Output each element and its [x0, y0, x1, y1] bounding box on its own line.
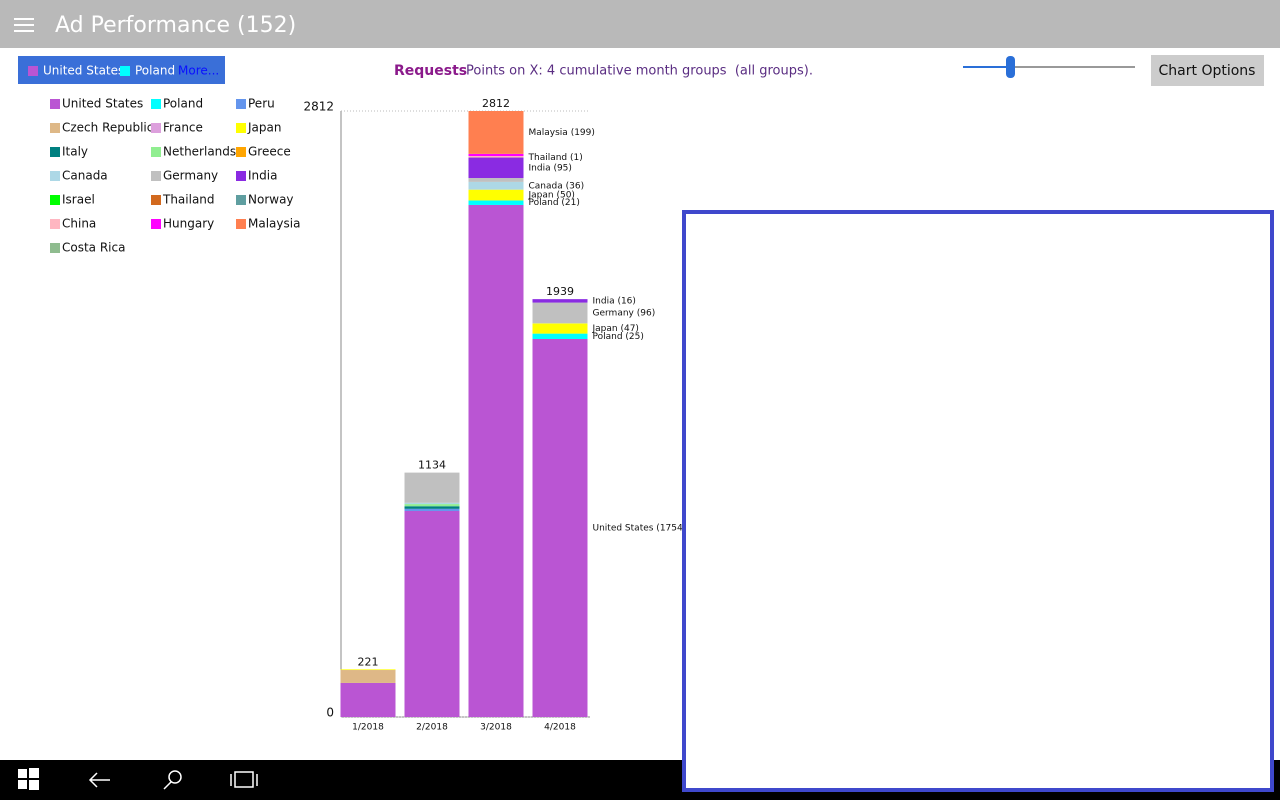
bar-segment	[405, 506, 460, 509]
legend-swatch	[151, 99, 161, 109]
app-title: Ad Performance (152)	[55, 13, 296, 38]
bar-segment	[469, 178, 524, 182]
legend-label: Thailand	[162, 193, 215, 207]
bar-segment	[533, 299, 588, 302]
bar-segment	[469, 182, 524, 190]
legend-swatch	[151, 171, 161, 181]
x-tick-label: 2/2018	[416, 723, 448, 733]
legend-label: India	[248, 169, 277, 183]
bar-segment	[533, 323, 588, 333]
legend-label: Greece	[248, 145, 291, 159]
chart-panel	[684, 212, 1272, 790]
legend-label: Norway	[248, 193, 294, 207]
chip-label: Poland	[135, 64, 175, 78]
x-tick-label: 1/2018	[352, 723, 384, 733]
total-label: 1134	[418, 459, 446, 472]
legend-swatch	[50, 243, 60, 253]
chip-swatch	[28, 66, 38, 76]
segment-label: India (95)	[529, 163, 572, 173]
bar-segment	[405, 503, 460, 504]
measure-label: Requests	[394, 63, 467, 79]
legend-label: Israel	[62, 193, 95, 207]
description: Points on X: 4 cumulative month groups (…	[466, 64, 813, 79]
more-link[interactable]: More...	[178, 64, 219, 78]
legend-swatch	[236, 219, 246, 229]
slider-thumb[interactable]	[1006, 56, 1015, 78]
segment-label: Japan (50)	[528, 191, 575, 201]
bar-segment	[469, 205, 524, 717]
legend-label: Czech Republic	[62, 121, 153, 135]
segment-label: Canada (36)	[529, 181, 585, 191]
legend-label: Costa Rica	[62, 241, 125, 255]
legend-swatch	[151, 219, 161, 229]
bar-segment	[341, 670, 396, 683]
bar-segment	[341, 683, 396, 717]
bar-segment	[469, 200, 524, 205]
chart-options-label: Chart Options	[1159, 63, 1256, 79]
legend-swatch	[236, 147, 246, 157]
bar-segment	[533, 334, 588, 339]
legend-swatch	[236, 195, 246, 205]
legend-label: France	[163, 121, 203, 135]
y-tick-label: 0	[326, 706, 334, 720]
bar-segment	[469, 190, 524, 201]
chip-label: United States	[43, 64, 124, 78]
bar-segment	[405, 473, 460, 503]
segment-label: Germany (96)	[593, 308, 656, 318]
legend-label: Peru	[248, 97, 275, 111]
legend-swatch	[50, 219, 60, 229]
segment-label: United States (1754)	[593, 524, 687, 534]
segment-label: Thailand (1)	[528, 153, 583, 163]
x-tick-label: 3/2018	[480, 723, 512, 733]
bar-segment	[533, 303, 588, 324]
legend-label: United States	[62, 97, 143, 111]
legend-swatch	[50, 123, 60, 133]
bar-segment	[469, 111, 524, 154]
legend-swatch	[151, 123, 161, 133]
bar-segment	[533, 339, 588, 717]
bar-segment	[469, 154, 524, 156]
legend-label: Japan	[247, 121, 281, 135]
x-tick-label: 4/2018	[544, 723, 576, 733]
legend-label: Germany	[163, 169, 218, 183]
bar-segment	[341, 669, 396, 670]
legend-swatch	[151, 147, 161, 157]
segment-label: Japan (47)	[592, 324, 639, 334]
legend-label: Canada	[62, 169, 108, 183]
chip-swatch	[120, 66, 130, 76]
total-label: 2812	[482, 97, 510, 110]
total-label: 221	[358, 655, 379, 668]
total-label: 1939	[546, 285, 574, 298]
legend-swatch	[50, 147, 60, 157]
legend-swatch	[236, 99, 246, 109]
legend-swatch	[50, 195, 60, 205]
legend-label: Hungary	[163, 217, 214, 231]
bar-segment	[405, 509, 460, 511]
y-tick-label: 2812	[303, 100, 334, 114]
bar-segment	[405, 511, 460, 717]
legend-swatch	[151, 195, 161, 205]
legend-swatch	[236, 123, 246, 133]
legend-swatch	[50, 171, 60, 181]
legend-swatch	[236, 171, 246, 181]
legend-label: Italy	[62, 145, 88, 159]
bar-segment	[405, 504, 460, 506]
bar-segment	[469, 156, 524, 157]
legend-label: Netherlands	[163, 145, 236, 159]
segment-label: Malaysia (199)	[529, 128, 595, 138]
legend-label: Malaysia	[248, 217, 300, 231]
segment-label: India (16)	[593, 296, 636, 306]
legend-label: China	[62, 217, 96, 231]
legend-label: Poland	[163, 97, 203, 111]
bar-segment	[469, 158, 524, 178]
legend-swatch	[50, 99, 60, 109]
